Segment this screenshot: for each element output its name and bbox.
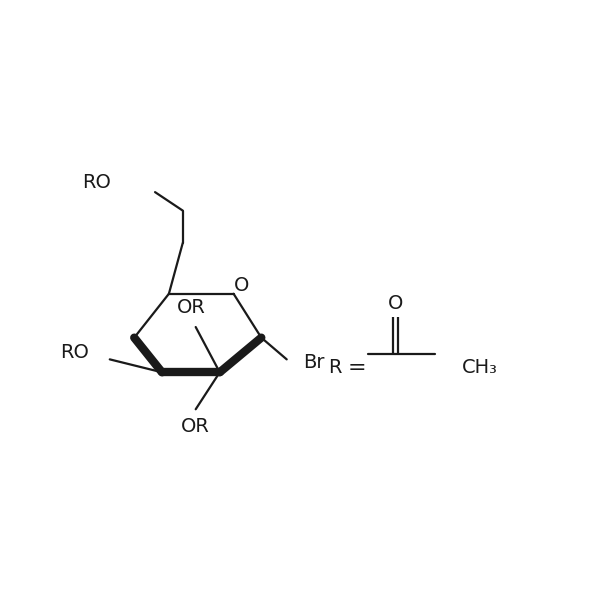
Text: OR: OR [176, 298, 206, 317]
Text: OR: OR [181, 418, 210, 436]
Text: R: R [328, 358, 342, 377]
Text: Br: Br [303, 353, 325, 371]
Text: O: O [234, 276, 249, 295]
Text: RO: RO [82, 173, 111, 193]
Text: RO: RO [61, 343, 89, 362]
Text: =: = [347, 358, 366, 377]
Text: O: O [388, 295, 403, 313]
Text: CH₃: CH₃ [462, 358, 498, 377]
